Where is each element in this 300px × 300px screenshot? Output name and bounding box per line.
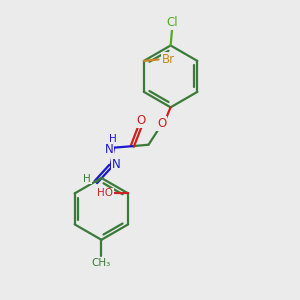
Text: H: H [109,134,116,144]
Text: N: N [112,158,121,171]
Text: H: H [83,174,91,184]
Text: CH₃: CH₃ [92,258,111,268]
Text: Br: Br [162,53,176,66]
Text: N: N [104,142,113,156]
Text: O: O [157,117,167,130]
Text: HO: HO [97,188,113,198]
Text: O: O [136,114,146,127]
Text: Cl: Cl [166,16,178,29]
